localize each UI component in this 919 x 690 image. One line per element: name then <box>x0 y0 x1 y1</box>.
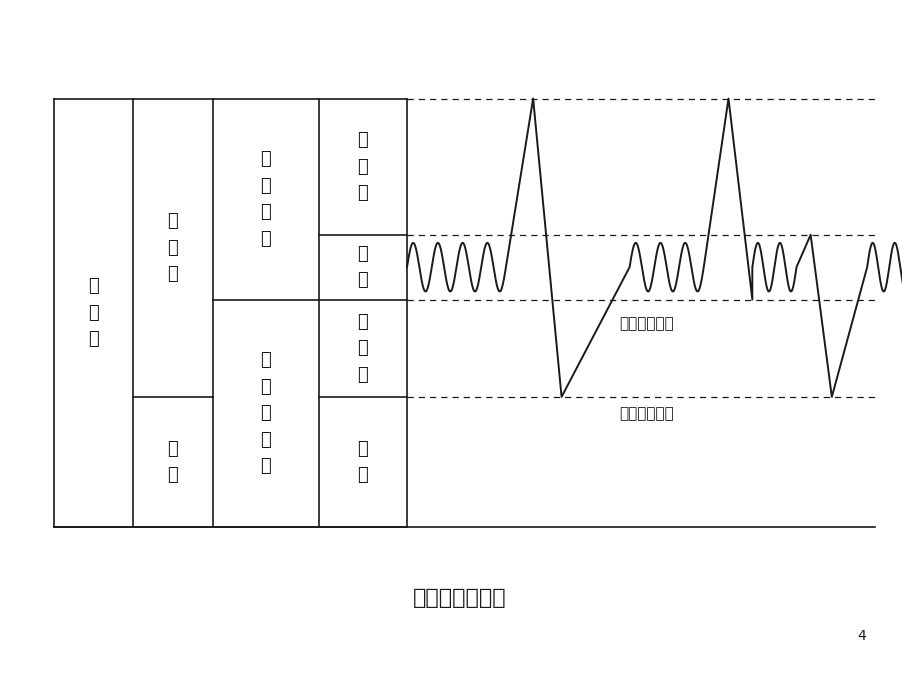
Text: 残
气: 残 气 <box>167 440 178 484</box>
Text: 肺容积及其组成: 肺容积及其组成 <box>413 588 506 608</box>
Text: 残
气: 残 气 <box>357 440 368 484</box>
Text: 补
呼
气: 补 呼 气 <box>357 313 368 384</box>
Text: 功
能
残
气
量: 功 能 残 气 量 <box>260 351 271 475</box>
Text: 4: 4 <box>857 629 866 643</box>
Text: 补
吸
气: 补 吸 气 <box>357 131 368 202</box>
Text: 潮
气: 潮 气 <box>357 245 368 289</box>
Text: 深
吸
气
量: 深 吸 气 量 <box>260 150 271 248</box>
Text: 平静呼吸基线: 平静呼吸基线 <box>618 316 673 331</box>
Text: 肺
活
量: 肺 活 量 <box>167 213 178 283</box>
Text: 肺
总
量: 肺 总 量 <box>88 277 98 348</box>
Text: 最大呼气基线: 最大呼气基线 <box>618 406 673 422</box>
